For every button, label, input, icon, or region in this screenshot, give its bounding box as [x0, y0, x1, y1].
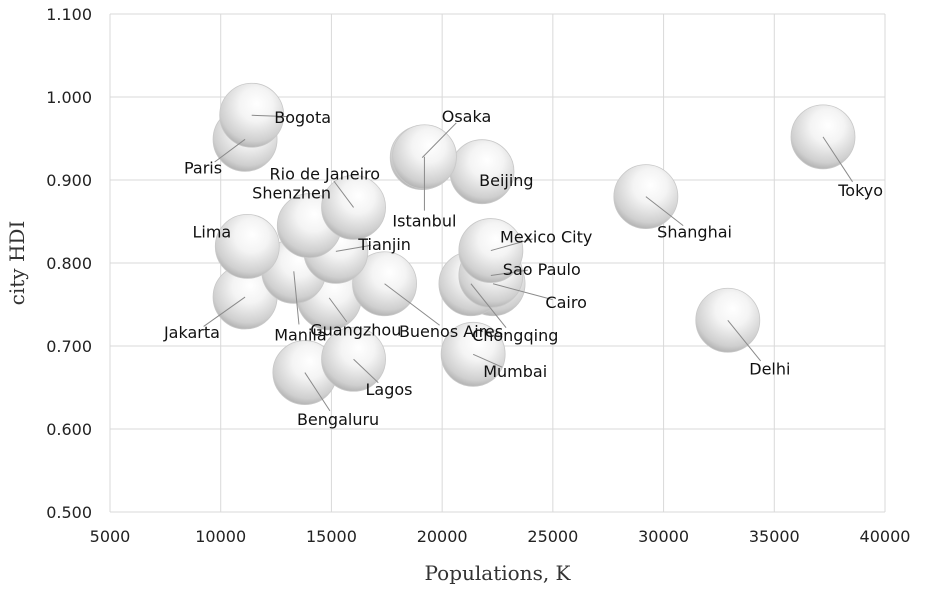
- leader-line: [727, 319, 762, 362]
- leader-line: [472, 353, 503, 368]
- bubble-lima: [214, 213, 280, 279]
- y-tick-label: 1.100: [46, 5, 92, 24]
- y-tick-label: 0.600: [46, 420, 92, 439]
- city-label: Bogota: [274, 108, 331, 127]
- x-tick-label: 25000: [527, 527, 578, 546]
- leader-line: [421, 122, 457, 158]
- city-label: Paris: [184, 159, 222, 178]
- x-tick-label: 10000: [195, 527, 246, 546]
- city-label: Tianjin: [357, 235, 411, 254]
- city-label: Jakarta: [163, 323, 220, 342]
- y-axis-title: city HDI: [5, 221, 29, 306]
- city-label: Tokyo: [837, 181, 883, 200]
- city-label: Lima: [192, 222, 231, 241]
- x-tick-label: 5000: [90, 527, 131, 546]
- leader-line: [328, 297, 348, 323]
- city-label: Osaka: [442, 107, 492, 126]
- y-tick-label: 0.800: [46, 254, 92, 273]
- leader-line: [490, 238, 533, 252]
- x-tick-label: 20000: [417, 527, 468, 546]
- city-label: Mexico City: [500, 227, 592, 246]
- city-label: Shenzhen: [252, 183, 331, 202]
- leader-line: [203, 296, 246, 327]
- leader-line: [251, 114, 289, 118]
- city-label: Delhi: [749, 359, 790, 378]
- city-label: Shanghai: [657, 222, 732, 241]
- city-label: Sao Paulo: [503, 260, 581, 279]
- city-labels: Tokyo Delhi Shanghai Mexico City Sao Paulo Ca…: [163, 107, 883, 429]
- leader-line: [333, 180, 354, 208]
- city-label: Chongqing: [472, 326, 558, 345]
- x-tick-label: 35000: [749, 527, 800, 546]
- leader-line: [384, 283, 440, 326]
- city-label: Lagos: [366, 380, 413, 399]
- leader-line: [304, 372, 331, 412]
- city-label: Beijing: [479, 171, 533, 190]
- city-label: Bengaluru: [297, 410, 379, 429]
- leader-line: [214, 138, 246, 163]
- x-axis-title: Populations, K: [425, 561, 572, 585]
- x-tick-label: 40000: [860, 527, 911, 546]
- y-tick-label: 0.500: [46, 503, 92, 522]
- x-tick-label: 15000: [306, 527, 357, 546]
- leader-line: [645, 196, 684, 227]
- city-label: Rio de Janeiro: [270, 164, 381, 183]
- leader-line: [293, 271, 300, 325]
- city-label: Cairo: [545, 293, 586, 312]
- leader-line: [492, 283, 553, 301]
- y-tick-label: 1.000: [46, 88, 92, 107]
- tick-labels: 5000 10000 15000 20000 25000 30000 35000 40000 0…: [46, 5, 910, 546]
- leader-line: [822, 136, 853, 183]
- city-label: Guangzhou: [310, 320, 401, 339]
- x-tick-label: 30000: [638, 527, 689, 546]
- leader-lines: [203, 114, 853, 412]
- leader-line: [490, 269, 528, 276]
- leader-line: [353, 358, 379, 384]
- y-tick-label: 0.900: [46, 171, 92, 190]
- city-label: Manila: [274, 325, 326, 344]
- city-label: Mumbai: [483, 362, 547, 381]
- leader-line: [470, 283, 507, 328]
- leader-line: [335, 244, 371, 252]
- city-label: Istanbul: [392, 212, 456, 231]
- y-tick-label: 0.700: [46, 337, 92, 356]
- city-label: Buenos Aires: [399, 322, 503, 341]
